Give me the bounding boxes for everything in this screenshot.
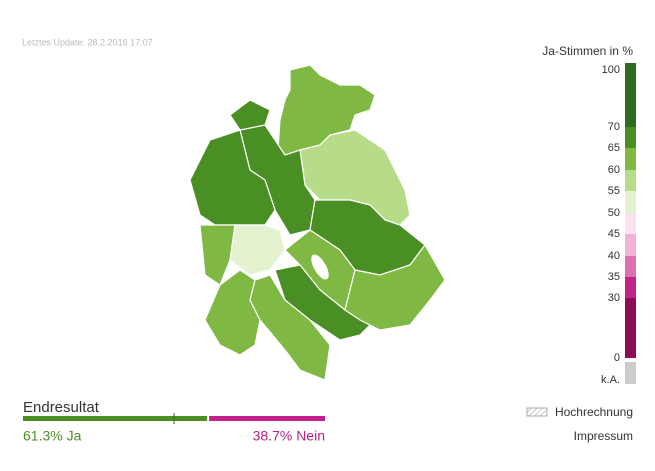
result-bar bbox=[23, 413, 325, 424]
lake bbox=[311, 254, 329, 280]
legend-swatch bbox=[625, 213, 636, 234]
legend-tick-label: 50 bbox=[608, 207, 620, 219]
legend-scale bbox=[625, 63, 636, 384]
legend-tick-label: 40 bbox=[608, 250, 620, 262]
result-title: Endresultat bbox=[23, 399, 100, 416]
district bbox=[204, 269, 261, 356]
nein-label: 38.7% Nein bbox=[253, 428, 325, 444]
legend-swatch bbox=[625, 298, 636, 358]
district bbox=[229, 99, 271, 131]
map bbox=[189, 64, 446, 381]
legend-tick-label: 30 bbox=[608, 292, 620, 304]
legend-tick-label: 70 bbox=[608, 121, 620, 133]
legend-swatch bbox=[625, 256, 636, 277]
legend-swatch bbox=[625, 277, 636, 298]
legend-tick-label: 100 bbox=[602, 64, 620, 76]
legend-swatch bbox=[625, 170, 636, 191]
legend-tick-label: 45 bbox=[608, 228, 620, 240]
legend-swatch bbox=[625, 127, 636, 148]
legend-tick-label: 65 bbox=[608, 142, 620, 154]
nein-bar bbox=[209, 416, 325, 421]
district bbox=[249, 274, 331, 381]
update-text: Letztes Update: 28.2.2016 17:07 bbox=[22, 37, 153, 47]
legend-swatch bbox=[625, 362, 636, 384]
legend-swatch bbox=[625, 191, 636, 213]
legend-title: Ja-Stimmen in % bbox=[542, 44, 633, 58]
district bbox=[344, 243, 446, 331]
legend-tick-label: 55 bbox=[608, 185, 620, 197]
district bbox=[199, 224, 236, 286]
imprint-link[interactable]: Impressum bbox=[574, 429, 633, 443]
legend-ticks: 100 70 65 60 55 50 45 40 35 30 0 bbox=[602, 64, 620, 364]
legend-tick-label: 60 bbox=[608, 164, 620, 176]
legend-swatch bbox=[625, 234, 636, 256]
district bbox=[189, 129, 276, 226]
ja-bar bbox=[23, 416, 208, 421]
legend-swatch bbox=[625, 63, 636, 127]
legend-tick-label: 0 bbox=[614, 352, 620, 364]
district bbox=[229, 224, 286, 276]
projection-label: Hochrechnung bbox=[555, 405, 633, 419]
legend-swatch bbox=[625, 148, 636, 170]
projection-icon bbox=[526, 407, 548, 417]
legend-no-data: k.A. bbox=[601, 374, 620, 386]
ja-label: 61.3% Ja bbox=[23, 428, 82, 444]
legend-tick-label: 35 bbox=[608, 271, 620, 283]
